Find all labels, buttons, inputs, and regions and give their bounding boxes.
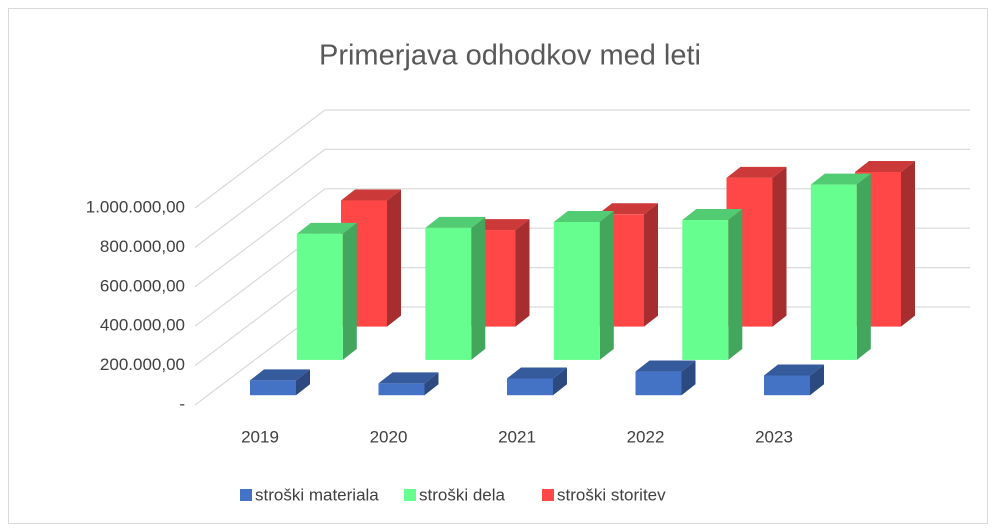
bar-front <box>296 233 343 360</box>
bar <box>810 173 871 360</box>
bar <box>378 372 439 396</box>
bar-front <box>250 380 296 396</box>
bar-top <box>507 367 567 379</box>
legend-swatch <box>404 489 416 501</box>
y-tick-label: - <box>179 394 185 413</box>
bar <box>296 222 357 360</box>
bar-side <box>772 166 787 327</box>
y-tick-label: 800.000,00 <box>100 237 185 256</box>
bar-top <box>250 369 310 381</box>
bar-top <box>425 216 486 228</box>
y-tick-label: 200.000,00 <box>100 355 185 374</box>
bar-front <box>378 383 425 396</box>
bar-front <box>764 375 810 396</box>
bar-side <box>644 203 658 327</box>
bar-front <box>635 371 682 396</box>
x-tick-label: 2019 <box>241 427 279 446</box>
x-tick-label: 2021 <box>498 427 536 446</box>
bar-top <box>726 166 787 178</box>
bar <box>682 209 743 360</box>
bar-top <box>378 372 439 384</box>
bar-side <box>901 160 915 327</box>
bar-front <box>682 220 729 360</box>
bar-side <box>681 360 696 396</box>
bar-side <box>515 219 530 327</box>
bar-side <box>553 367 567 396</box>
bar <box>250 369 310 396</box>
bar-side <box>599 211 614 360</box>
bar-side <box>471 216 486 360</box>
legend-label: stroški storitev <box>557 485 666 504</box>
bar <box>635 360 696 396</box>
bar <box>507 367 567 396</box>
bar-side <box>424 372 439 396</box>
legend-swatch <box>240 489 252 501</box>
bar-side <box>387 189 401 327</box>
bar <box>553 211 614 360</box>
bar-front <box>553 222 600 360</box>
x-tick-label: 2023 <box>755 427 793 446</box>
bar <box>764 364 824 396</box>
bar-top <box>296 222 357 234</box>
y-tick-label: 1.000.000,00 <box>86 197 185 216</box>
bar-top <box>855 160 915 172</box>
legend-label: stroški dela <box>419 485 506 504</box>
bar-side <box>856 173 871 360</box>
bar-front <box>425 227 472 360</box>
grid-line <box>194 148 970 248</box>
y-tick-label: 400.000,00 <box>100 316 185 335</box>
bar <box>341 189 401 327</box>
bar-front <box>507 378 553 396</box>
x-tick-label: 2020 <box>370 427 408 446</box>
bar-side <box>296 369 310 396</box>
grid-line <box>194 109 970 209</box>
bar-top <box>810 173 871 185</box>
bar-top <box>635 360 696 372</box>
x-tick-label: 2022 <box>627 427 665 446</box>
bar-front <box>810 184 857 360</box>
bar-top <box>682 209 743 221</box>
bar-top <box>341 189 401 201</box>
bar-top <box>764 364 824 376</box>
bar-top <box>553 211 614 223</box>
bar-side <box>342 222 357 360</box>
bar-side <box>728 209 743 360</box>
y-tick-label: 600.000,00 <box>100 276 185 295</box>
legend-swatch <box>542 489 554 501</box>
bar-side <box>810 364 824 396</box>
legend-label: stroški materiala <box>255 485 379 504</box>
bar <box>425 216 486 360</box>
chart-title: Primerjava odhodkov med leti <box>319 40 701 72</box>
